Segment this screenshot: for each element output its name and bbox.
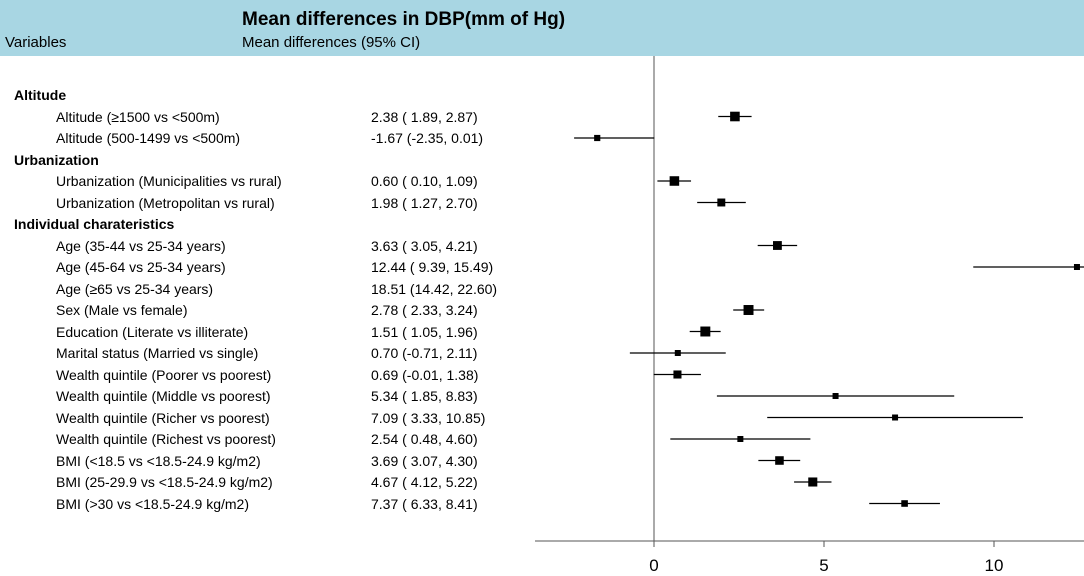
row-label: Education (Literate vs illiterate) xyxy=(56,323,249,340)
row-ci-text: 5.34 ( 1.85, 8.83) xyxy=(371,388,478,404)
row-label: Wealth quintile (Richest vs poorest) xyxy=(56,431,276,447)
row-label: Wealth quintile (Richer vs poorest) xyxy=(56,409,270,426)
row-ci-text: 1.51 ( 1.05, 1.96) xyxy=(371,323,478,340)
row-label: Sex (Male vs female) xyxy=(56,302,188,318)
row-ci-text: 4.67 ( 4.12, 5.22) xyxy=(371,474,478,490)
row-ci-text: 1.98 ( 1.27, 2.70) xyxy=(371,194,478,211)
estimate-marker xyxy=(700,326,711,337)
estimate-marker xyxy=(674,350,681,356)
estimate-marker xyxy=(808,477,818,487)
row-label: Altitude (500-1499 vs <500m) xyxy=(56,130,241,146)
estimate-marker xyxy=(901,500,908,507)
estimate-marker xyxy=(832,393,839,399)
row-ci-text: 0.70 (-0.71, 2.11) xyxy=(371,345,478,361)
x-tick-label: 10 xyxy=(985,556,1004,575)
group-label: Urbanization xyxy=(14,151,99,168)
row-label: BMI (>30 vs <18.5-24.9 kg/m2) xyxy=(56,495,249,512)
group-label: Individual charateristics xyxy=(14,216,175,232)
row-ci-text: -1.67 (-2.35, 0.01) xyxy=(371,130,484,146)
variables-column-header: Variables xyxy=(5,34,67,51)
row-label: Wealth quintile (Middle vs poorest) xyxy=(56,388,271,404)
row-ci-text: 18.51 (14.42, 22.60) xyxy=(371,280,498,297)
estimate-marker xyxy=(673,370,682,379)
row-label: Age (≥65 vs 25-34 years) xyxy=(56,280,214,297)
estimate-marker xyxy=(743,305,754,315)
chart-title: Mean differences in DBP(mm of Hg) xyxy=(242,9,566,30)
estimate-marker xyxy=(1073,264,1080,270)
row-label: Altitude (≥1500 vs <500m) xyxy=(56,108,220,125)
x-tick-label: 5 xyxy=(819,556,828,575)
row-label: Urbanization (Municipalities vs rural) xyxy=(56,173,282,189)
row-ci-text: 12.44 ( 9.39, 15.49) xyxy=(371,259,494,275)
estimate-marker xyxy=(775,456,784,465)
row-label: Marital status (Married vs single) xyxy=(56,345,259,361)
row-ci-text: 2.38 ( 1.89, 2.87) xyxy=(371,108,478,125)
estimate-marker xyxy=(737,436,744,442)
row-ci-text: 2.78 ( 2.33, 3.24) xyxy=(371,302,478,318)
estimate-marker xyxy=(730,111,740,122)
row-ci-text: 2.54 ( 0.48, 4.60) xyxy=(371,431,478,447)
x-tick-label: 0 xyxy=(649,556,658,575)
row-label: Age (35-44 vs 25-34 years) xyxy=(56,237,226,254)
chart-header: Mean differences in DBP(mm of Hg) Variab… xyxy=(0,0,1084,56)
estimate-marker xyxy=(669,176,680,186)
row-label: Wealth quintile (Poorer vs poorest) xyxy=(56,366,272,383)
estimate-marker xyxy=(594,134,601,142)
row-label: Age (45-64 vs 25-34 years) xyxy=(56,259,226,275)
row-ci-text: 0.69 (-0.01, 1.38) xyxy=(371,366,479,383)
row-label: BMI (25-29.9 vs <18.5-24.9 kg/m2) xyxy=(56,474,273,490)
row-ci-text: 7.37 ( 6.33, 8.41) xyxy=(371,495,478,512)
estimate-marker xyxy=(773,241,782,250)
row-ci-text: 3.63 ( 3.05, 4.21) xyxy=(371,237,478,254)
estimate-marker xyxy=(717,198,726,207)
row-ci-text: 0.60 ( 0.10, 1.09) xyxy=(371,173,478,189)
row-label: Urbanization (Metropolitan vs rural) xyxy=(56,194,275,211)
group-label: Altitude xyxy=(14,87,67,103)
row-label: BMI (<18.5 vs <18.5-24.9 kg/m2) xyxy=(56,452,261,469)
ci-column-header: Mean differences (95% CI) xyxy=(242,34,421,51)
row-ci-text: 7.09 ( 3.33, 10.85) xyxy=(371,409,486,426)
estimate-marker xyxy=(892,414,899,421)
row-ci-text: 3.69 ( 3.07, 4.30) xyxy=(371,452,478,469)
